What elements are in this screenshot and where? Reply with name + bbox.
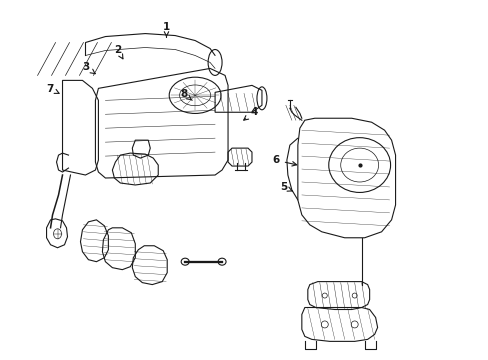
Text: 8: 8 (180, 89, 192, 100)
Text: 1: 1 (163, 22, 170, 37)
Text: 6: 6 (272, 155, 296, 166)
Text: 4: 4 (243, 107, 257, 120)
Text: 2: 2 (114, 45, 122, 59)
Text: 3: 3 (82, 62, 95, 74)
Text: 7: 7 (46, 84, 59, 94)
Text: 5: 5 (279, 182, 292, 192)
